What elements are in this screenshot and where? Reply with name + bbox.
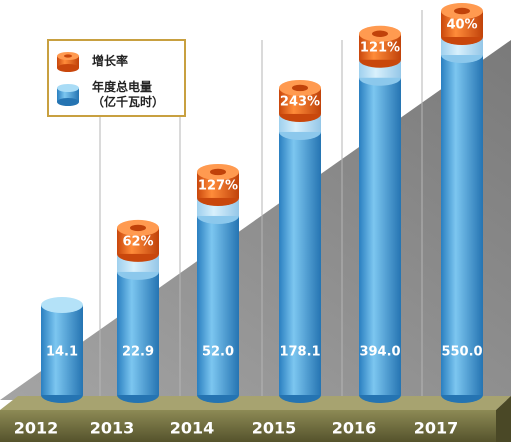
x-tick-label: 2013 <box>90 419 135 438</box>
growth-label: 121% <box>360 40 400 55</box>
x-tick-label: 2014 <box>170 419 215 438</box>
bar <box>41 305 83 395</box>
growth-label: 243% <box>280 94 320 109</box>
ring-hole <box>292 84 308 92</box>
column-top <box>41 297 83 313</box>
x-tick-label: 2015 <box>252 419 297 438</box>
legend-swatch <box>57 98 79 106</box>
ring-hole <box>210 168 226 176</box>
legend-entry: 增长率 <box>92 54 129 68</box>
x-tick-label: 2016 <box>332 419 377 438</box>
bar <box>117 271 159 395</box>
bar <box>197 215 239 395</box>
x-tick-label: 2012 <box>14 419 59 438</box>
value-label: 394.0 <box>359 345 400 360</box>
legend-label: 年度总电量（亿千瓦时） <box>92 80 165 109</box>
bar <box>279 131 321 395</box>
ring-hole <box>130 224 146 232</box>
value-label: 550.0 <box>441 345 482 360</box>
bar <box>359 77 401 395</box>
floor-side <box>496 396 511 442</box>
ring-hole <box>454 7 470 15</box>
growth-label: 62% <box>122 234 153 249</box>
legend-swatch <box>64 54 72 58</box>
legend-label: 增长率 <box>92 54 129 68</box>
growth-label: 127% <box>198 178 238 193</box>
ring-hole <box>372 30 388 37</box>
legend-swatch <box>57 84 79 92</box>
floor <box>0 410 496 442</box>
value-label: 178.1 <box>279 345 320 360</box>
legend-entry: 年度总电量（亿千瓦时） <box>92 80 165 109</box>
value-label: 22.9 <box>122 345 154 360</box>
growth-label: 40% <box>446 18 477 33</box>
value-label: 14.1 <box>46 345 78 360</box>
bar <box>441 55 483 395</box>
legend-swatch <box>57 64 79 72</box>
value-label: 52.0 <box>202 345 234 360</box>
x-tick-label: 2017 <box>414 419 459 438</box>
legend-swatch <box>57 88 79 102</box>
